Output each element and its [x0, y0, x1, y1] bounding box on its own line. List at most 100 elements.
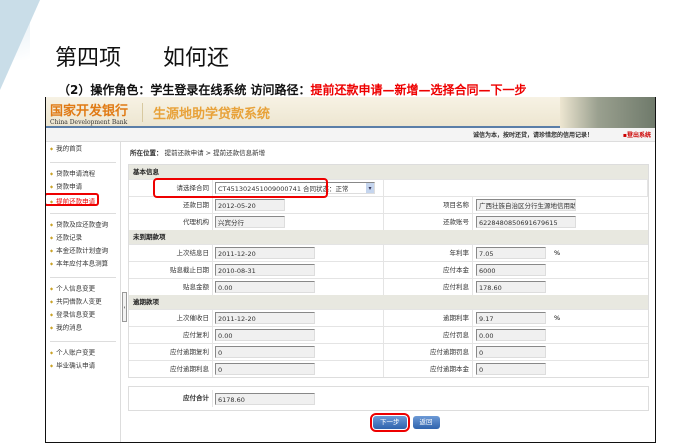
form-row: 应付逾期利息 0 应付逾期本金 0 [129, 360, 648, 377]
field-input: 广西壮族自治区分行生源地信用助学 [476, 199, 576, 211]
field-value-cell: 0 [213, 363, 383, 375]
sidebar-item[interactable]: 个人信息变更 [46, 282, 120, 295]
sidebar-item[interactable]: 贷款申请流程 [46, 167, 120, 180]
field-input: 6228480850691679615 [476, 216, 576, 228]
slide-decoration-triangle [0, 0, 40, 90]
field-input: 2010-08-31 [215, 264, 315, 276]
field-input: 2011-12-20 [215, 312, 315, 324]
field-input: 兴宾分行 [215, 216, 285, 228]
field-value-cell: 0.00 [473, 329, 643, 341]
contract-select-value: CT451302451009000741 合同状态：正常 [218, 185, 349, 193]
field-value-cell: 178.60 [473, 281, 643, 293]
field-label: 还款账号 [383, 214, 473, 230]
field-label: 年利率 [383, 245, 473, 261]
field-value-cell: 9.17% [473, 312, 643, 324]
app-header: 国家开发银行 China Development Bank 生源地助学贷款系统 [46, 97, 655, 128]
field-value-cell: 兴宾分行 [213, 216, 383, 228]
field-input: 0 [476, 363, 546, 375]
form-row: 还款日期 2012-05-20 项目名称 广西壮族自治区分行生源地信用助学 [129, 196, 648, 213]
field-label: 还款日期 [129, 197, 213, 213]
sidebar-item[interactable]: 个人账户变更 [46, 346, 120, 359]
field-value-cell: 6228480850691679615 [473, 216, 643, 228]
form-row: 上次催收日 2011-12-20 逾期利率 9.17% [129, 309, 648, 326]
bank-name: 国家开发银行 [50, 104, 129, 119]
unit-label: % [554, 249, 561, 257]
field-input: 2012-05-20 [215, 199, 285, 211]
sidebar-item[interactable]: 贷款申请 [46, 180, 120, 193]
field-value-cell: 2010-08-31 [213, 264, 383, 276]
slogan: 诚信为本，按时还贷，请珍惜您的信用记录！ [472, 132, 593, 139]
field-label: 上次催收日 [129, 310, 213, 326]
field-label: 项目名称 [383, 197, 473, 213]
field-value-cell: 0.00 [213, 329, 383, 341]
breadcrumb: 所在位置： 提前还款申请 > 提前还款信息新增 [128, 142, 647, 164]
logout-link[interactable]: ▪登出系统 [622, 132, 651, 139]
sidebar-item[interactable]: 本金还款计划查询 [46, 244, 120, 257]
form-row: 贴息金额 0.00 应付利息 178.60 [129, 278, 648, 295]
field-label: 应付逾期罚息 [383, 344, 473, 360]
field-label: 请选择合同 [129, 180, 213, 196]
sidebar-item[interactable]: 还款记录 [46, 231, 120, 244]
field-value-cell: 0 [213, 346, 383, 358]
field-input: 0.00 [215, 329, 315, 341]
chevron-down-icon[interactable]: ▾ [366, 183, 374, 193]
sidebar-divider [50, 155, 116, 163]
field-label: 应付罚息 [383, 327, 473, 343]
field-value-cell: 6000 [473, 264, 643, 276]
sidebar-item[interactable]: 提前还款申请 [46, 193, 99, 206]
form-row: 上次结息日 2011-12-20 年利率 7.05% [129, 244, 648, 261]
form-row: 代理机构 兴宾分行 还款账号 6228480850691679615 [129, 213, 648, 230]
field-value-cell: 0 [473, 346, 643, 358]
sidebar-item[interactable]: 贷款及应还款查询 [46, 218, 120, 231]
total-box: 应付合计 6178.60 [128, 386, 649, 411]
system-name: 生源地助学贷款系统 [142, 103, 270, 122]
bank-name-en: China Development Bank [50, 119, 128, 126]
sidebar-item[interactable]: 共同借款人变更 [46, 295, 120, 308]
sidebar: 我的首页贷款申请流程贷款申请提前还款申请贷款及应还款查询还款记录本金还款计划查询… [46, 142, 121, 442]
total-label: 应付合计 [129, 390, 213, 407]
field-value-cell: 广西壮族自治区分行生源地信用助学 [473, 199, 643, 211]
back-button[interactable]: 返回 [412, 416, 440, 429]
field-label: 贴息金额 [129, 279, 213, 295]
field-label: 逾期利率 [383, 310, 473, 326]
sidebar-divider [50, 206, 116, 214]
bank-logo: 国家开发银行 China Development Bank [50, 100, 128, 126]
breadcrumb-label: 所在位置： [130, 149, 163, 157]
sidebar-item[interactable]: 我的消息 [46, 321, 120, 334]
button-group: 下一步 返回 [370, 413, 440, 432]
form-row: 应付逾期复利 0 应付逾期罚息 0 [129, 343, 648, 360]
field-value-cell: 2012-05-20 [213, 199, 383, 211]
header-photo [560, 97, 655, 128]
app-screenshot: 国家开发银行 China Development Bank 生源地助学贷款系统 诚… [45, 97, 656, 443]
sidebar-divider [50, 334, 116, 342]
field-input: 0.00 [215, 281, 315, 293]
field-input: 178.60 [476, 281, 546, 293]
field-value-cell: ▾ CT451302451009000741 合同状态：正常 [153, 178, 383, 198]
sidebar-item[interactable]: 登录信息变更 [46, 308, 120, 321]
field-label: 贴息截止日期 [129, 262, 213, 278]
form-row: 贴息截止日期 2010-08-31 应付本金 6000 [129, 261, 648, 278]
sidebar-item[interactable]: 毕业确认申请 [46, 359, 120, 372]
access-path: 提前还款申请—新增—选择合同—下一步 [310, 83, 527, 97]
section-header: 基本信息 [129, 165, 648, 179]
field-label: 应付逾期本金 [383, 361, 473, 377]
sidebar-collapse-handle[interactable]: ‹ [122, 292, 127, 322]
form-row: 应付复利 0.00 应付罚息 0.00 [129, 326, 648, 343]
contract-select[interactable]: ▾ CT451302451009000741 合同状态：正常 [215, 182, 375, 194]
field-value-cell: 0 [473, 363, 643, 375]
next-button[interactable]: 下一步 [370, 413, 410, 432]
section-header: 未到期款项 [129, 230, 648, 244]
field-label: 应付本金 [383, 262, 473, 278]
sidebar-item[interactable]: 本年应付本息测算 [46, 257, 120, 270]
sidebar-item[interactable]: 我的首页 [46, 142, 120, 155]
form-row: 请选择合同 ▾ CT451302451009000741 合同状态：正常 [129, 178, 648, 198]
field-input: 0 [476, 346, 546, 358]
field-label: 应付复利 [129, 327, 213, 343]
field-label: 应付逾期复利 [129, 344, 213, 360]
top-bar: 诚信为本，按时还贷，请珍惜您的信用记录！ ▪登出系统 [46, 128, 655, 142]
field-input: 0 [215, 346, 315, 358]
field-input: 2011-12-20 [215, 247, 315, 259]
total-value: 6178.60 [215, 392, 315, 405]
breadcrumb-path: 提前还款申请 > 提前还款信息新增 [164, 149, 266, 157]
repayment-form: 基本信息 请选择合同 ▾ CT451302451009000741 合同状态：正常 还款… [128, 164, 649, 378]
